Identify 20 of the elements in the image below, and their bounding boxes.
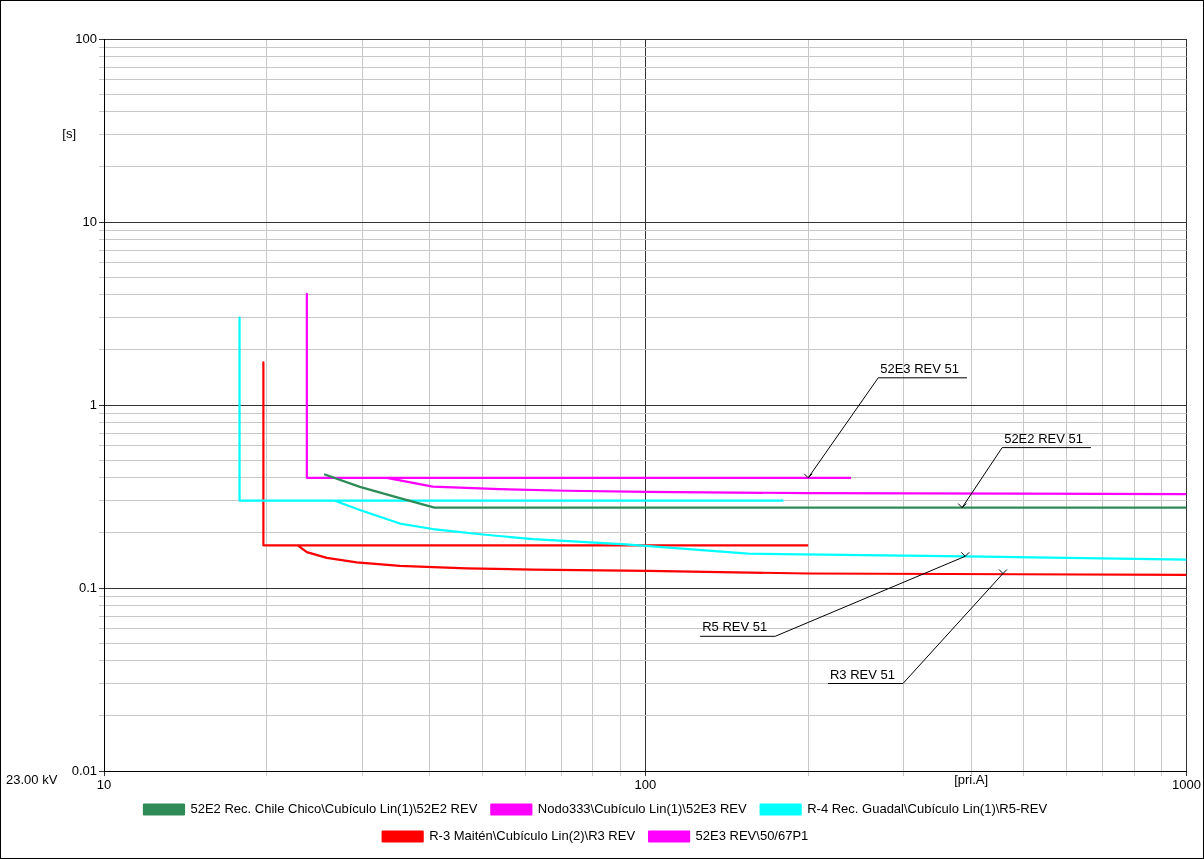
legend-label: 52E3 REV\50/67P1 (695, 828, 809, 844)
x-tick-label: 10 (96, 777, 112, 793)
legend-label: 52E2 Rec. Chile Chico\Cubículo Lin(1)\52E2 REV (190, 801, 478, 817)
x-tick-label: 1000 (1172, 777, 1201, 793)
text: 23.00 kV (6, 772, 58, 788)
y-tick-label: 1 (89, 396, 97, 412)
annotation: 52E3 REV 51 (880, 360, 959, 376)
legend-label: R-3 Maitén\Cubículo Lin(2)\R3 REV (429, 828, 636, 844)
annotation: R5 REV 51 (702, 619, 768, 635)
legend-label: Nodo333\Cubículo Lin(1)\52E3 REV (537, 801, 747, 817)
x-axis-title: [pri.A] (954, 772, 989, 788)
legend-label: R-4 Rec. Guadal\Cubículo Lin(1)\R5-REV (807, 801, 1048, 817)
annotation: R3 REV 51 (829, 666, 895, 682)
y-tick-label: 0.01 (71, 762, 97, 778)
y-tick-label: 100 (75, 30, 97, 46)
x-tick-label: 100 (634, 777, 657, 793)
y-tick-label: 0.1 (78, 579, 97, 595)
y-tick-label: 10 (82, 213, 97, 229)
annotation: 52E2 REV 51 (1004, 430, 1083, 446)
y-axis-title: [s] (62, 126, 76, 142)
